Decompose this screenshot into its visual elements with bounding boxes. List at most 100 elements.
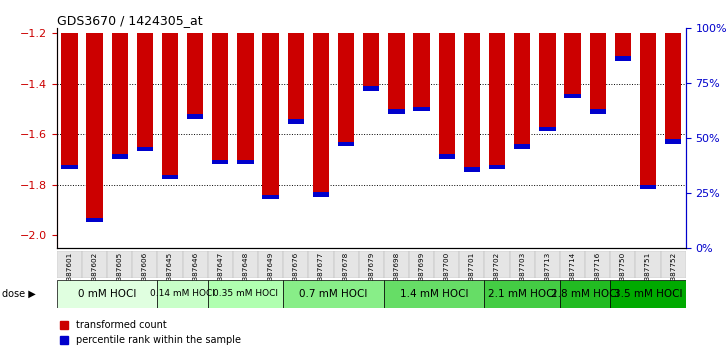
Bar [157, 280, 207, 308]
Bar [187, 33, 203, 114]
Text: GSM387679: GSM387679 [368, 252, 374, 296]
Bar [610, 251, 636, 278]
Bar [665, 139, 681, 144]
Bar [388, 109, 405, 114]
Bar [510, 251, 535, 278]
Bar [640, 33, 656, 185]
Bar [640, 185, 656, 189]
Bar [61, 165, 78, 169]
Bar [614, 33, 631, 56]
Bar [313, 192, 329, 197]
Bar [162, 175, 178, 179]
Bar [614, 56, 631, 61]
Text: GSM387647: GSM387647 [218, 252, 223, 296]
Bar [107, 251, 132, 278]
Bar [237, 160, 253, 164]
Bar [338, 33, 355, 142]
Bar [57, 251, 82, 278]
Bar [137, 147, 153, 152]
Bar [590, 33, 606, 109]
Bar [485, 251, 510, 278]
Bar [157, 251, 183, 278]
Bar [610, 280, 686, 308]
Text: 0 mM HOCl: 0 mM HOCl [78, 289, 136, 299]
Bar [283, 280, 384, 308]
Text: GSM387698: GSM387698 [393, 252, 400, 296]
Text: GSM387648: GSM387648 [242, 252, 248, 296]
Bar [489, 33, 505, 165]
Text: GSM387605: GSM387605 [116, 252, 123, 296]
Bar [309, 251, 333, 278]
Text: 1.4 mM HOCl: 1.4 mM HOCl [400, 289, 468, 299]
Bar [283, 251, 309, 278]
Bar [82, 251, 107, 278]
Bar [338, 142, 355, 147]
Bar [363, 86, 379, 91]
Text: 0.7 mM HOCl: 0.7 mM HOCl [299, 289, 368, 299]
Bar [288, 33, 304, 119]
Bar [87, 217, 103, 222]
Text: GSM387716: GSM387716 [595, 252, 601, 296]
Text: GSM387701: GSM387701 [469, 252, 475, 296]
Bar [438, 154, 455, 159]
Text: GSM387703: GSM387703 [519, 252, 525, 296]
Text: 0.35 mM HOCl: 0.35 mM HOCl [213, 289, 278, 298]
Bar [564, 33, 581, 94]
Bar [535, 251, 560, 278]
Text: GSM387606: GSM387606 [142, 252, 148, 296]
Bar [585, 251, 610, 278]
Text: GSM387702: GSM387702 [494, 252, 500, 296]
Text: GDS3670 / 1424305_at: GDS3670 / 1424305_at [57, 14, 202, 27]
Bar [489, 165, 505, 169]
Text: GSM387602: GSM387602 [92, 252, 98, 296]
Text: GSM387700: GSM387700 [444, 252, 450, 296]
Bar [388, 33, 405, 109]
Text: GSM387713: GSM387713 [545, 252, 550, 296]
Bar [313, 33, 329, 192]
Bar [464, 33, 480, 167]
Text: GSM387750: GSM387750 [620, 252, 626, 296]
Text: 2.1 mM HOCl: 2.1 mM HOCl [488, 289, 556, 299]
Bar [384, 280, 485, 308]
Text: GSM387677: GSM387677 [318, 252, 324, 296]
Text: GSM387601: GSM387601 [66, 252, 72, 296]
Text: GSM387751: GSM387751 [645, 252, 651, 296]
Bar [233, 251, 258, 278]
Text: GSM387646: GSM387646 [192, 252, 198, 296]
Legend: transformed count, percentile rank within the sample: transformed count, percentile rank withi… [56, 316, 245, 349]
Bar [590, 109, 606, 114]
Text: GSM387678: GSM387678 [343, 252, 349, 296]
Bar [212, 160, 229, 164]
Bar [660, 251, 686, 278]
Bar [207, 280, 283, 308]
Bar [384, 251, 409, 278]
Text: GSM387649: GSM387649 [268, 252, 274, 296]
Bar [359, 251, 384, 278]
Bar [434, 251, 459, 278]
Bar [564, 94, 581, 98]
Bar [288, 119, 304, 124]
Text: GSM387752: GSM387752 [670, 252, 676, 296]
Bar [111, 33, 128, 154]
Bar [665, 33, 681, 139]
Bar [111, 154, 128, 159]
Bar [560, 251, 585, 278]
Text: dose ▶: dose ▶ [2, 289, 36, 299]
Bar [87, 33, 103, 217]
Bar [237, 33, 253, 160]
Text: GSM387676: GSM387676 [293, 252, 298, 296]
Bar [409, 251, 434, 278]
Bar [560, 280, 610, 308]
Bar [514, 144, 531, 149]
Bar [183, 251, 207, 278]
Bar [162, 33, 178, 175]
Bar [485, 280, 560, 308]
Bar [438, 33, 455, 154]
Bar [464, 167, 480, 172]
Bar [57, 280, 157, 308]
Bar [539, 33, 555, 127]
Bar [61, 33, 78, 165]
Bar [132, 251, 157, 278]
Bar [258, 251, 283, 278]
Bar [212, 33, 229, 160]
